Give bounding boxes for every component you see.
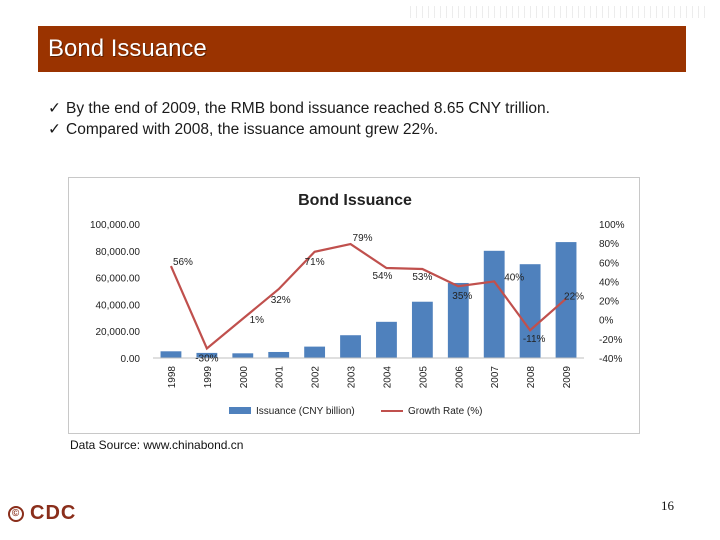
right-axis-tick-label: 60%	[599, 258, 619, 269]
x-axis-tick-label: 2008	[526, 366, 537, 389]
chart-title: Bond Issuance	[298, 192, 412, 209]
right-axis-tick-label: 80%	[599, 239, 619, 250]
growth-rate-data-label: -30%	[195, 353, 218, 364]
bond-issuance-chart: Bond Issuance 0.00 20,000.00 40,000.00 60,0…	[90, 192, 625, 417]
bullet-item: ✓ Compared with 2008, the issuance amoun…	[48, 119, 688, 140]
x-axis-tick-label: 2005	[418, 366, 429, 389]
left-axis-tick-label: 40,000.00	[96, 300, 141, 311]
growth-rate-line	[169, 242, 567, 351]
growth-rate-data-label: 40%	[504, 272, 524, 283]
growth-rate-data-label: 71%	[305, 257, 325, 268]
growth-rate-data-label: 32%	[271, 295, 291, 306]
issuance-bar	[196, 352, 218, 358]
issuance-bar	[483, 250, 505, 358]
decorative-header-pattern	[410, 6, 710, 18]
checkmark-icon: ✓	[48, 100, 61, 117]
issuance-bar	[232, 353, 254, 358]
x-axis-tick-label: 2007	[490, 366, 501, 389]
x-axis-tick-label: 1998	[167, 366, 178, 389]
issuance-bar	[519, 264, 541, 358]
issuance-bar	[376, 321, 397, 358]
slide-title-bar: Bond Issuance	[38, 26, 686, 72]
growth-rate-data-label: 79%	[353, 233, 373, 244]
bullet-list: ✓ By the end of 2009, the RMB bond issua…	[48, 98, 688, 140]
left-axis-tick-label: 80,000.00	[96, 247, 141, 258]
checkmark-icon: ✓	[48, 121, 61, 138]
growth-rate-data-label: 1%	[250, 315, 265, 326]
x-axis-tick-label: 2001	[275, 366, 286, 389]
cdc-logo: © CDC	[8, 502, 76, 525]
bullet-item: ✓ By the end of 2009, the RMB bond issua…	[48, 98, 688, 119]
logo-text: CDC	[30, 502, 77, 524]
growth-rate-data-label: -11%	[523, 334, 546, 345]
x-axis-tick-label: 2006	[454, 366, 465, 389]
legend-label-growth: Growth Rate (%)	[408, 406, 482, 417]
growth-rate-data-label: 53%	[412, 272, 432, 283]
bullet-text: Compared with 2008, the issuance amount …	[66, 121, 439, 138]
growth-rate-data-label: 22%	[564, 292, 584, 303]
issuance-bar	[447, 282, 469, 358]
page-number: 16	[661, 498, 674, 513]
x-axis-tick-label: 2009	[562, 366, 573, 389]
issuance-bar	[160, 351, 182, 358]
growth-rate-data-label: 54%	[372, 271, 392, 282]
legend-swatch-issuance	[229, 407, 251, 414]
x-axis-tick-label: 1999	[203, 366, 214, 389]
left-axis-tick-label: 60,000.00	[96, 274, 141, 285]
growth-rate-data-label: 56%	[173, 257, 193, 268]
right-axis-tick-label: 40%	[599, 277, 619, 288]
growth-rate-data-label: 35%	[452, 291, 472, 302]
issuance-bar	[340, 335, 361, 358]
slide-title: Bond Issuance	[48, 35, 207, 62]
issuance-bar	[304, 346, 326, 358]
right-axis-tick-label: -20%	[599, 335, 622, 346]
left-axis-tick-label: 0.00	[121, 354, 141, 365]
left-axis-tick-label: 100,000.00	[90, 220, 140, 231]
right-axis-tick-label: 100%	[599, 220, 625, 231]
legend-label-issuance: Issuance (CNY billion)	[256, 406, 355, 417]
x-axis-tick-label: 2004	[382, 366, 393, 389]
issuance-bar	[268, 351, 290, 358]
data-source: Data Source: www.chinabond.cn	[70, 438, 244, 452]
logo-emblem-icon: ©	[8, 505, 24, 522]
right-axis-tick-label: -40%	[599, 354, 622, 365]
x-axis-tick-label: 2000	[239, 366, 250, 389]
left-axis-tick-label: 20,000.00	[96, 327, 141, 338]
bullet-text: By the end of 2009, the RMB bond issuanc…	[66, 100, 550, 117]
right-axis-tick-label: 20%	[599, 297, 619, 308]
x-axis-tick-label: 2003	[347, 366, 358, 389]
x-axis-tick-label: 2002	[311, 366, 322, 389]
right-axis-tick-label: 0%	[599, 316, 614, 327]
chart-frame: Bond Issuance 0.00 20,000.00 40,000.00 60,0…	[68, 177, 640, 434]
issuance-bar	[411, 301, 433, 358]
